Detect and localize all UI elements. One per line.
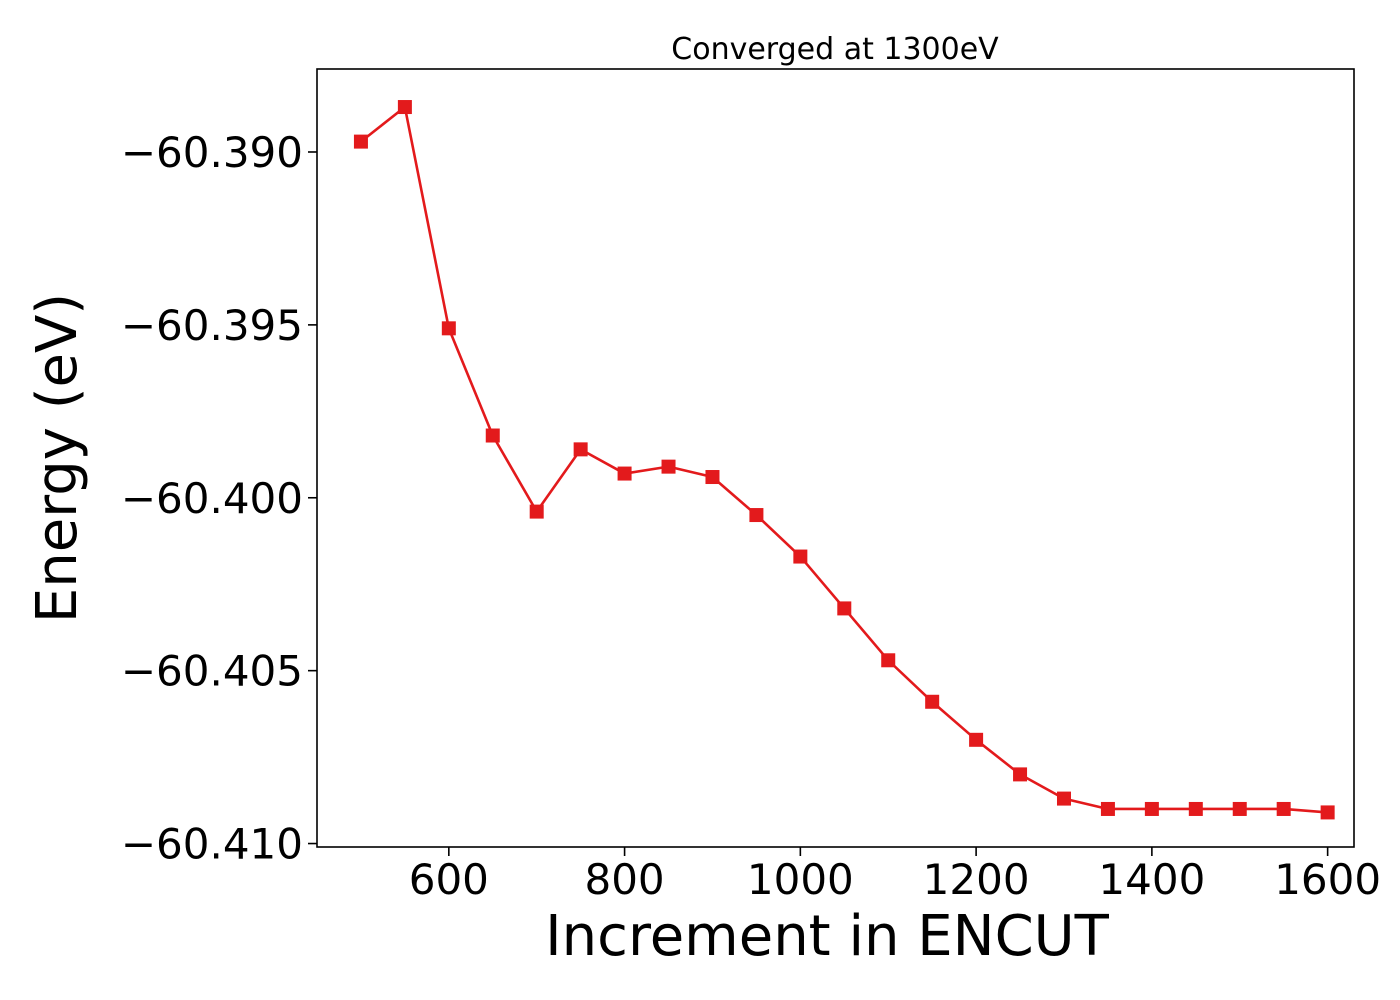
- data-point-marker: [1232, 801, 1247, 816]
- series-line: [360, 105, 1328, 814]
- data-point-marker: [485, 428, 500, 443]
- data-point-marker: [573, 442, 588, 457]
- x-axis: 600 800 1000 1200 1400 1600: [409, 847, 1381, 904]
- y-axis: −60.390 −60.395 −60.400 −60.405 −60.410: [121, 128, 317, 869]
- y-axis-label: Energy (eV): [25, 293, 90, 623]
- data-point-marker: [353, 134, 368, 149]
- x-tick-label: 800: [584, 855, 664, 904]
- data-point-marker: [793, 549, 808, 564]
- data-point-marker: [1100, 801, 1115, 816]
- data-point-marker: [837, 601, 852, 616]
- y-tick-label: −60.400: [121, 474, 303, 523]
- data-point-marker: [1320, 805, 1335, 820]
- chart-title: Converged at 1300eV: [671, 32, 999, 67]
- x-tick-label: 1600: [1274, 855, 1381, 904]
- data-point-marker: [617, 466, 632, 481]
- data-point-marker: [925, 694, 940, 709]
- data-point-marker: [661, 459, 676, 474]
- data-point-marker: [705, 470, 720, 485]
- y-tick-label: −60.395: [121, 301, 303, 350]
- plot-area-frame: [316, 68, 1355, 848]
- data-point-marker: [1276, 801, 1291, 816]
- data-point-marker: [1013, 767, 1028, 782]
- data-point-marker: [881, 653, 896, 668]
- x-tick-label: 1000: [747, 855, 854, 904]
- data-point-marker: [749, 508, 764, 523]
- series-layer: [353, 100, 1335, 820]
- data-point-marker: [1188, 801, 1203, 816]
- x-tick-label: 600: [409, 855, 489, 904]
- data-point-marker: [1144, 801, 1159, 816]
- data-point-marker: [397, 100, 412, 115]
- data-point-marker: [969, 732, 984, 747]
- y-tick-label: −60.390: [121, 128, 303, 177]
- data-point-marker: [529, 504, 544, 519]
- x-tick-label: 1400: [1098, 855, 1205, 904]
- y-tick-label: −60.405: [121, 647, 303, 696]
- data-point-marker: [441, 321, 456, 336]
- data-point-marker: [1056, 791, 1071, 806]
- x-tick-label: 1200: [923, 855, 1030, 904]
- x-axis-label: Increment in ENCUT: [545, 904, 1110, 969]
- y-tick-label: −60.410: [121, 820, 303, 869]
